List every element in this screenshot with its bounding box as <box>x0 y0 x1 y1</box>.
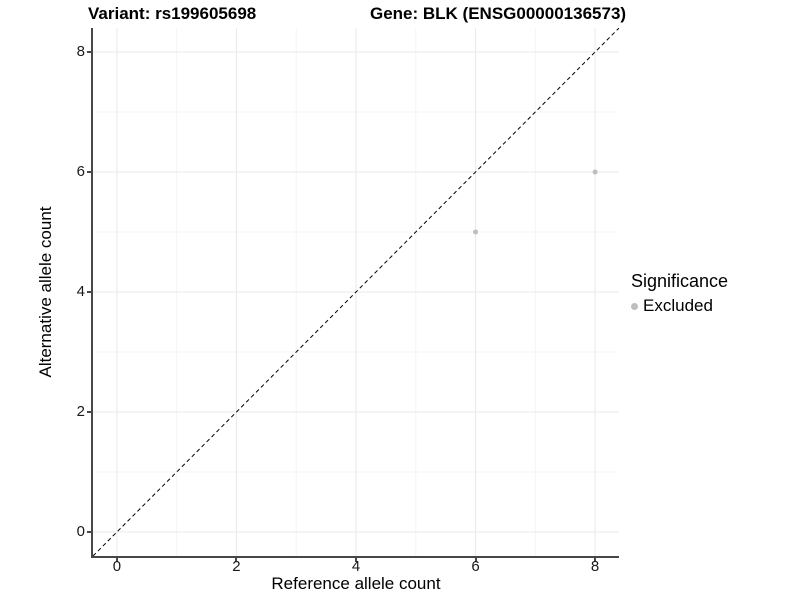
legend-item-excluded: Excluded <box>631 296 728 316</box>
x-tick-mark <box>235 558 238 562</box>
x-axis-title: Reference allele count <box>271 574 441 593</box>
data-point <box>473 229 479 235</box>
x-tick-mark <box>594 558 597 562</box>
y-tick-label: 8 <box>76 43 85 60</box>
legend-point-swatch-icon <box>631 302 638 310</box>
y-tick-label: 2 <box>76 403 85 420</box>
x-tick-label: 2 <box>232 558 241 575</box>
x-tick-mark <box>115 558 118 562</box>
x-tick-mark <box>474 558 477 562</box>
x-tick-label: 4 <box>351 558 361 575</box>
plot-title-gene: Gene: BLK (ENSG00000136573) <box>370 4 627 23</box>
y-tick-mark <box>87 531 91 533</box>
y-tick-label: 6 <box>76 163 85 180</box>
legend-item-label: Excluded <box>643 296 713 315</box>
identity-line <box>93 28 619 556</box>
y-tick-mark <box>87 171 91 173</box>
x-tick-label: 0 <box>112 558 122 575</box>
legend: Significance Excluded <box>631 271 728 316</box>
x-tick-label: 8 <box>590 558 600 575</box>
plot-panel <box>91 28 619 558</box>
legend-title: Significance <box>631 271 729 291</box>
y-tick-mark <box>87 51 91 53</box>
plot-title-variant: Variant: rs199605698 <box>88 4 257 23</box>
y-tick-mark <box>87 291 91 293</box>
y-tick-label: 4 <box>76 283 85 300</box>
plot-canvas <box>93 28 619 556</box>
y-tick-label: 0 <box>76 523 85 540</box>
x-tick-label: 6 <box>471 558 480 575</box>
x-tick-mark <box>355 558 357 562</box>
data-point <box>592 169 598 175</box>
y-tick-mark <box>87 411 91 413</box>
